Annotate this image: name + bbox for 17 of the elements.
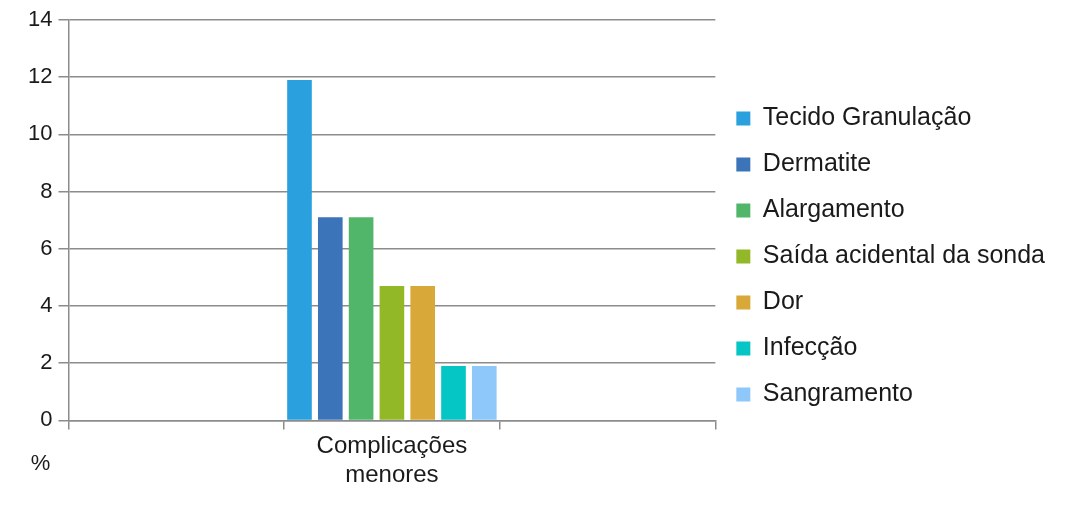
y-tick-label: 2 xyxy=(40,349,53,375)
y-tick-label: 12 xyxy=(27,63,53,89)
x-tick-label: Complicações menores xyxy=(316,431,468,488)
y-axis-title: % xyxy=(30,450,51,476)
legend-label: Tecido Granulação xyxy=(762,102,972,131)
y-tick-label: 10 xyxy=(27,120,53,146)
legend-label: Dermatite xyxy=(762,148,872,177)
legend-label: Dor xyxy=(762,286,804,315)
legend-label: Saída acidental da sonda xyxy=(762,240,1046,269)
y-tick-label: 14 xyxy=(27,6,53,32)
y-tick-label: 0 xyxy=(40,406,53,432)
legend-label: Infecção xyxy=(762,332,858,361)
y-tick-label: 8 xyxy=(40,177,53,203)
y-tick-label: 6 xyxy=(40,234,53,260)
legend-label: Sangramento xyxy=(762,378,913,407)
legend-label: Alargamento xyxy=(762,194,905,223)
y-tick-label: 4 xyxy=(40,292,53,318)
